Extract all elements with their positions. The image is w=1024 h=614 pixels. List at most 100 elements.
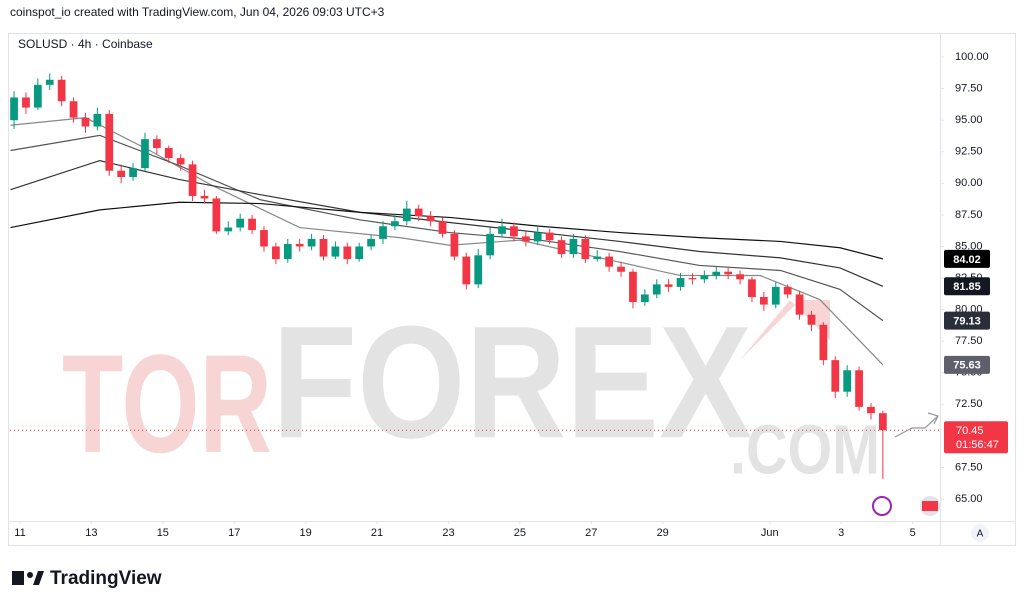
candle-body bbox=[736, 274, 744, 280]
candle-body bbox=[652, 284, 661, 295]
moving-average bbox=[10, 201, 884, 260]
price-tag-label: 81.85 bbox=[953, 281, 981, 293]
candle-body bbox=[688, 278, 697, 280]
candle-body bbox=[819, 324, 828, 361]
x-tick-label: 5 bbox=[910, 527, 916, 539]
price-tag bbox=[944, 277, 990, 296]
moving-average bbox=[10, 117, 884, 366]
scale-button-label[interactable]: A bbox=[977, 529, 984, 540]
candle-body bbox=[759, 296, 768, 305]
candle-body bbox=[664, 284, 673, 287]
candle-body bbox=[640, 294, 649, 303]
watermark-text: .COM bbox=[730, 410, 880, 488]
x-tick-label: 15 bbox=[157, 527, 169, 539]
candle-body bbox=[474, 255, 483, 285]
price-tag bbox=[944, 311, 990, 330]
candle-body bbox=[248, 218, 256, 231]
price-tag-label: 84.02 bbox=[953, 254, 981, 266]
candle-body bbox=[510, 226, 518, 237]
candle-body bbox=[676, 278, 685, 287]
y-tick-label: 67.50 bbox=[955, 461, 983, 473]
candle-body bbox=[855, 370, 863, 407]
x-tick-label: 21 bbox=[371, 527, 383, 539]
candle-body bbox=[379, 226, 387, 239]
y-tick-label: 95.00 bbox=[955, 114, 983, 126]
x-tick-label: 3 bbox=[838, 527, 844, 539]
x-tick-label: 27 bbox=[585, 527, 597, 539]
candle-body bbox=[212, 198, 221, 232]
countdown: 01:56:47 bbox=[956, 439, 999, 451]
candle-body bbox=[545, 232, 554, 241]
candle-body bbox=[712, 271, 721, 276]
y-tick-label: 97.50 bbox=[955, 83, 983, 95]
candle-body bbox=[605, 256, 614, 267]
plot-area bbox=[10, 73, 940, 479]
candle-body bbox=[331, 246, 340, 257]
candle-body bbox=[272, 246, 280, 260]
candle-body bbox=[629, 271, 637, 303]
moving-average bbox=[10, 134, 884, 322]
projection-arrow bbox=[894, 415, 939, 438]
x-tick-label: 13 bbox=[85, 527, 97, 539]
price-tag-label: 79.13 bbox=[953, 316, 981, 328]
y-tick-label: 65.00 bbox=[955, 493, 983, 505]
candle-body bbox=[200, 195, 209, 199]
y-tick-label: 72.50 bbox=[955, 398, 983, 410]
y-tick-label: 92.50 bbox=[955, 146, 983, 158]
candle-body bbox=[748, 279, 756, 297]
candle-body bbox=[402, 208, 411, 222]
y-tick-label: 100.00 bbox=[955, 51, 989, 63]
candle-body bbox=[367, 238, 375, 247]
candle-body bbox=[498, 226, 506, 234]
candle-body bbox=[462, 256, 471, 285]
price-tag bbox=[944, 421, 1008, 454]
candle-body bbox=[831, 360, 840, 392]
candle-body bbox=[176, 158, 185, 165]
candle-body bbox=[236, 218, 245, 228]
candle-body bbox=[391, 221, 399, 227]
candle-body bbox=[307, 238, 316, 247]
watermark: TOR FOREX .COM bbox=[62, 292, 880, 488]
candle-body bbox=[521, 236, 530, 242]
y-tick-label: 87.50 bbox=[955, 209, 983, 221]
chart-credit: coinspot_io created with TradingView.com… bbox=[10, 5, 385, 19]
candle-body bbox=[57, 79, 66, 102]
candle-body bbox=[117, 170, 126, 178]
candle-body bbox=[879, 413, 887, 431]
x-tick-label: 11 bbox=[14, 527, 25, 539]
icon bbox=[922, 501, 938, 511]
projection-arrow bbox=[927, 412, 939, 425]
icon[interactable] bbox=[872, 496, 892, 516]
candle-body bbox=[807, 314, 816, 325]
candle-body bbox=[224, 227, 233, 232]
candle-body bbox=[260, 230, 268, 247]
watermark-text: FOREX bbox=[272, 292, 752, 471]
candle-body bbox=[283, 243, 292, 260]
scale-button[interactable] bbox=[971, 524, 989, 542]
candle-body bbox=[700, 275, 709, 280]
y-tick-label: 77.50 bbox=[955, 335, 983, 347]
candle-body bbox=[93, 113, 102, 127]
candle-body bbox=[426, 216, 435, 222]
price-tag-label: 75.63 bbox=[953, 360, 981, 372]
brand-name: TradingView bbox=[50, 568, 162, 589]
candle-body bbox=[557, 240, 566, 255]
x-tick-label: 23 bbox=[442, 527, 454, 539]
y-tick-label: 90.00 bbox=[955, 177, 983, 189]
candle-body bbox=[414, 208, 423, 217]
price-tag-label: 70.45 bbox=[956, 425, 984, 437]
x-tick-label: 19 bbox=[300, 527, 312, 539]
candle-body bbox=[129, 168, 137, 178]
chart-frame bbox=[8, 33, 1016, 546]
brand-logo bbox=[12, 571, 24, 585]
x-tick-label: Jun bbox=[761, 527, 779, 539]
candle-body bbox=[141, 139, 149, 169]
candle-body bbox=[45, 79, 54, 85]
moving-average bbox=[10, 159, 884, 287]
candle-body bbox=[33, 84, 42, 108]
candle-body bbox=[617, 266, 625, 272]
candle-body bbox=[783, 286, 792, 295]
candle-body bbox=[569, 238, 578, 255]
brand-logo bbox=[27, 572, 33, 578]
candle-body bbox=[319, 238, 328, 257]
